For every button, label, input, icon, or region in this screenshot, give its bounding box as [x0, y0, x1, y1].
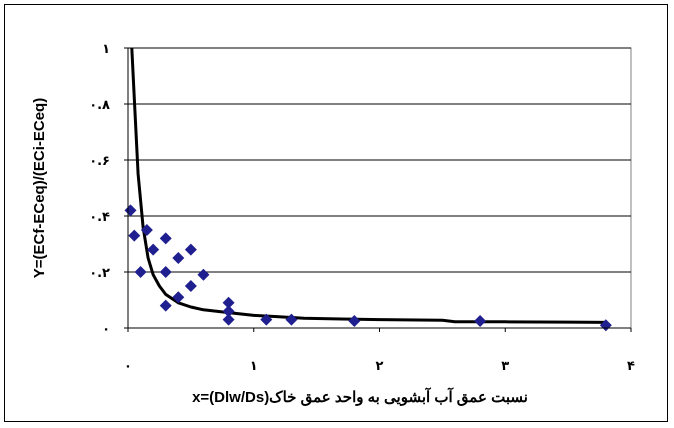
data-point-11 [184, 280, 197, 292]
data-point-3 [140, 224, 153, 236]
data-point-18 [348, 315, 361, 327]
data-point-17 [285, 313, 298, 326]
data-point-16 [260, 313, 273, 326]
x-tick-label-0: ۰ [124, 359, 132, 374]
y-tick-label-5: ۱ [102, 42, 110, 57]
data-point-6 [159, 266, 172, 278]
data-point-15 [222, 313, 235, 326]
data-point-9 [172, 291, 185, 304]
data-point-14 [222, 305, 235, 318]
data-point-5 [159, 232, 172, 245]
y-tick-labels: ۰ ۰.۲ ۰.۴ ۰.۶ ۰.۸ ۱ [89, 42, 128, 337]
y-tick-label-1: ۰.۲ [89, 266, 110, 281]
gridlines [128, 47, 631, 273]
plot-area [127, 47, 632, 329]
y-tick-label-0: ۰ [102, 322, 110, 337]
data-point-19 [474, 315, 487, 327]
curve-line [130, 47, 606, 324]
data-point-1 [128, 229, 141, 242]
x-tick-label-2: ۲ [376, 359, 384, 374]
x-tick-label-3: ۳ [501, 359, 509, 374]
x-tick-label-1: ۱ [250, 359, 258, 374]
data-points [124, 204, 612, 332]
data-point-12 [197, 268, 210, 281]
y-tick-label-4: ۰.۸ [89, 98, 110, 113]
x-axis-title: نسبت عمق آب آبشویی به واحد عمق خاک(Dlw/D… [192, 387, 528, 406]
data-point-2 [134, 266, 147, 278]
data-point-4 [147, 243, 160, 256]
y-tick-label-3: ۰.۶ [89, 154, 110, 169]
x-tick-labels: ۰ ۱ ۲ ۳ ۴ [124, 328, 635, 374]
data-point-13 [222, 296, 235, 309]
data-point-8 [172, 252, 185, 264]
y-tick-label-2: ۰.۴ [89, 210, 110, 225]
fitted-curve [130, 47, 606, 324]
y-axis-title: Y=(ECf-ECeq)/(ECi-ECeq) [31, 98, 48, 278]
data-point-7 [159, 299, 172, 312]
x-tick-label-4: ۴ [627, 359, 635, 374]
data-point-10 [184, 243, 197, 256]
